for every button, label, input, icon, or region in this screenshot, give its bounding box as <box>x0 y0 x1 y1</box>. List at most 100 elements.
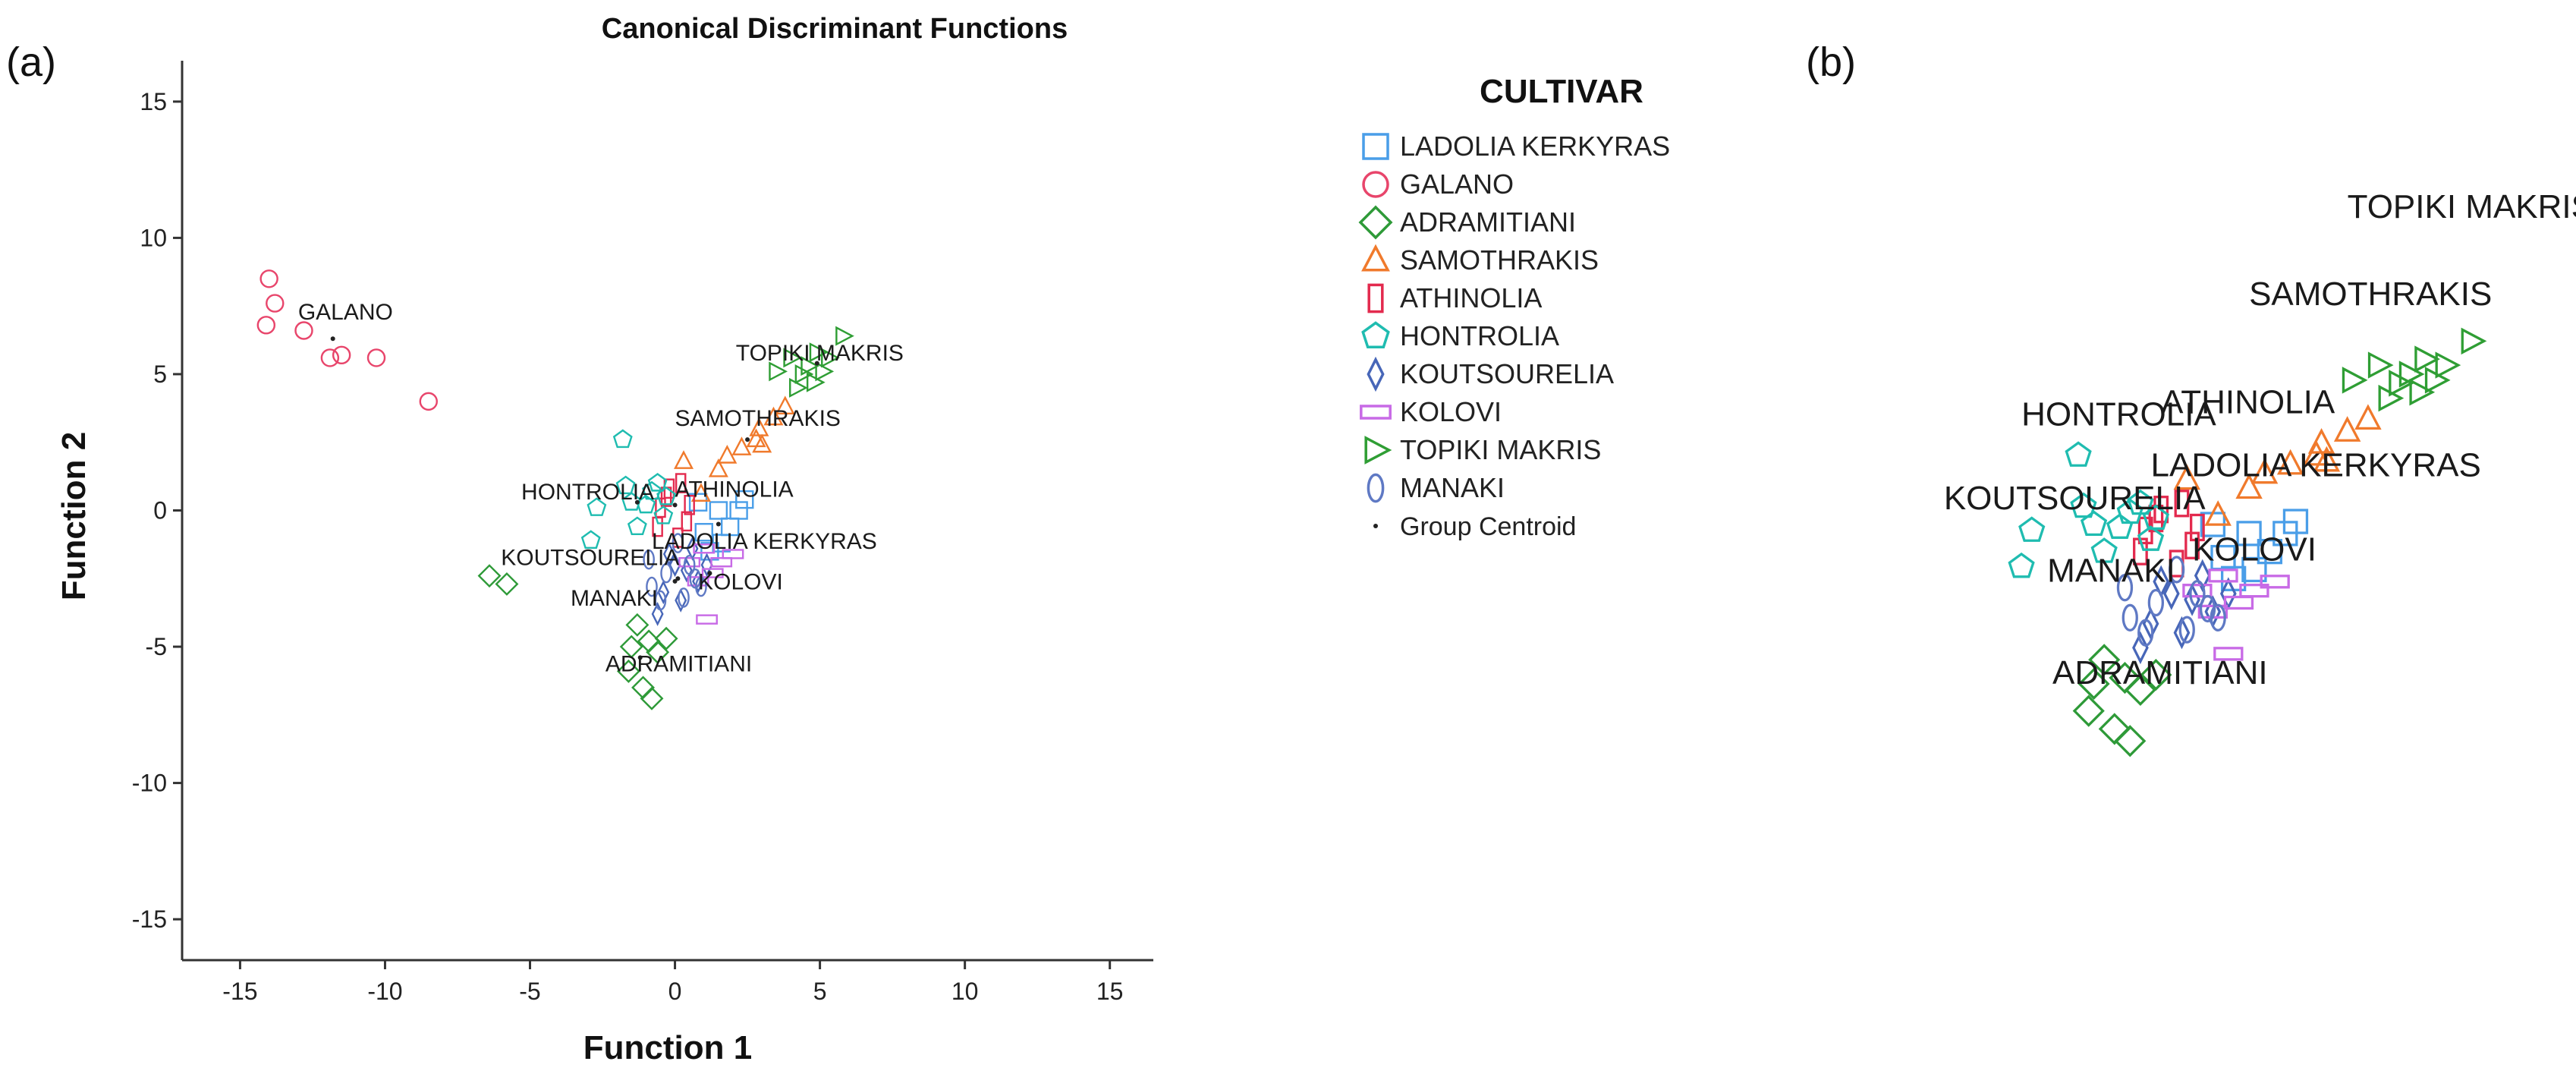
point-hontrolia <box>647 472 668 492</box>
point-samothrakis <box>731 436 752 455</box>
centroid-koutsourelia <box>675 576 681 581</box>
panel-a-plot: -15 -10 -5 0 5 10 15 -15 -10 -5 0 5 10 15 GALANO TOPIK… <box>132 61 1153 1005</box>
point-adramitiani <box>477 564 502 588</box>
legend-marker-galano <box>1362 171 1389 198</box>
x-tick-label: 0 <box>668 978 682 1005</box>
zoom-annotation-topiki-makris: TOPIKI MAKRIS <box>2348 188 2576 225</box>
point-ladolia-kerkyras <box>735 490 754 509</box>
point-adramitiani <box>640 686 664 710</box>
legend-label-athinolia: ATHINOLIA <box>1400 282 1542 313</box>
point-kolovi <box>710 557 733 568</box>
zoom-point-topiki-makris <box>2409 378 2436 406</box>
zoom-annotation-adramitiani: ADRAMITIANI <box>2052 654 2268 691</box>
point-samothrakis <box>763 406 784 426</box>
annotation-topiki-makris: TOPIKI MAKRIS <box>736 341 904 366</box>
annotation-adramitiani: ADRAMITIANI <box>605 651 752 676</box>
zoom-point-adramitiani <box>2140 658 2172 691</box>
zoom-point-adramitiani <box>2124 673 2156 706</box>
zoom-point-samothrakis <box>2250 458 2279 484</box>
point-ladolia-kerkyras <box>688 493 708 512</box>
point-samothrakis <box>749 417 769 436</box>
point-samothrakis <box>746 428 766 448</box>
zoom-point-hontrolia <box>2137 525 2165 551</box>
zoom-point-manaki <box>2116 574 2134 602</box>
annotation-hontrolia: HONTROLIA <box>521 480 654 505</box>
zoom-point-hontrolia <box>2106 513 2134 539</box>
zoom-point-samothrakis <box>2307 428 2335 454</box>
zoom-point-adramitiani <box>2088 644 2121 676</box>
zoom-point-manaki <box>2189 579 2206 608</box>
legend-label-ladolia-kerkyras: LADOLIA KERKYRAS <box>1400 131 1670 162</box>
zoom-point-manaki <box>2122 603 2138 631</box>
point-manaki <box>654 590 667 611</box>
zoom-point-topiki-makris <box>2435 351 2461 379</box>
zoom-point-hontrolia <box>2080 510 2108 537</box>
x-tick-label: 10 <box>951 978 979 1005</box>
panel-b-annotations: TOPIKI MAKRIS SAMOTHRAKIS HONTROLIAATHINOL… <box>1944 188 2576 691</box>
annotation-manaki: MANAKI <box>571 586 658 611</box>
zoom-point-adramitiani <box>2098 713 2131 745</box>
legend: CULTIVAR LADOLIA KERKYRAS GALANO ADRAMITIA… <box>1358 73 1670 541</box>
zoom-annotation-athinolia: ATHINOLIA <box>2161 383 2335 420</box>
point-kolovi <box>722 549 744 559</box>
point-samothrakis <box>717 444 738 464</box>
centroid-manaki <box>672 578 678 584</box>
x-tick-label: -5 <box>519 978 540 1005</box>
zoom-point-manaki <box>2199 594 2216 623</box>
point-topiki-makris <box>783 348 803 368</box>
zoom-point-samothrakis <box>2333 416 2361 442</box>
point-kolovi <box>696 614 718 625</box>
point-manaki <box>683 555 696 575</box>
zoom-point-topiki-makris <box>2342 367 2368 394</box>
zoom-annotation-koutsourelia: KOUTSOURELIA <box>1944 480 2206 517</box>
point-hontrolia <box>642 480 662 500</box>
x-tick-label: 15 <box>1096 978 1124 1005</box>
legend-marker-koutsourelia <box>1367 356 1385 392</box>
zoom-point-hontrolia <box>2008 552 2035 578</box>
legend-label-koutsourelia: KOUTSOURELIA <box>1400 358 1614 389</box>
zoom-point-adramitiani <box>2109 661 2141 694</box>
x-tick-label: -10 <box>367 978 402 1005</box>
annotation-samothrakis: SAMOTHRAKIS <box>675 406 841 431</box>
point-hontrolia <box>621 492 642 511</box>
zoom-point-samothrakis <box>2235 473 2263 499</box>
centroid-ladolia-kerkyras <box>716 521 721 527</box>
zoom-point-kolovi <box>2239 584 2269 598</box>
zoom-point-ladolia-kerkyras <box>2236 521 2262 546</box>
y-tick-label: -15 <box>132 905 167 933</box>
legend-marker-topiki-makris <box>1364 436 1392 465</box>
panel-a-axes: -15 -10 -5 0 5 10 15 -15 -10 -5 0 5 10 15 <box>132 61 1153 1005</box>
point-samothrakis <box>775 395 795 415</box>
legend-label-hontrolia: HONTROLIA <box>1400 320 1559 351</box>
point-koutsourelia <box>662 542 675 566</box>
panel-b-points <box>2008 327 2487 757</box>
point-manaki <box>660 562 672 584</box>
point-samothrakis <box>690 483 711 502</box>
point-adramitiani <box>646 640 670 664</box>
zoom-point-manaki <box>2168 556 2185 584</box>
point-topiki-makris <box>794 364 814 384</box>
zoom-point-athinolia <box>2174 490 2190 518</box>
zoom-annotation-ladolia-kerkyras: LADOLIA KERKYRAS <box>2151 447 2481 484</box>
point-manaki <box>689 568 702 589</box>
legend-marker-athinolia <box>1367 283 1384 313</box>
zoom-point-samothrakis <box>2204 500 2232 526</box>
point-adramitiani <box>631 676 655 700</box>
point-galano <box>266 294 285 313</box>
point-hontrolia <box>612 429 633 449</box>
point-galano <box>366 348 386 367</box>
legend-marker-centroid <box>1373 524 1378 528</box>
legend-marker-kolovi <box>1360 405 1392 420</box>
zoom-point-hontrolia <box>2018 516 2046 542</box>
point-ladolia-kerkyras <box>694 523 713 542</box>
zoom-point-manaki <box>2137 619 2154 647</box>
point-hontrolia <box>627 516 647 536</box>
y-axis-label: Function 2 <box>55 432 93 600</box>
point-topiki-makris <box>821 348 840 368</box>
zoom-annotation-samothrakis: SAMOTHRAKIS <box>2249 276 2492 313</box>
point-athinolia <box>675 473 687 493</box>
zoom-point-koutsourelia <box>2162 577 2180 610</box>
point-koutsourelia <box>700 553 713 578</box>
zoom-point-hontrolia <box>2142 504 2169 531</box>
